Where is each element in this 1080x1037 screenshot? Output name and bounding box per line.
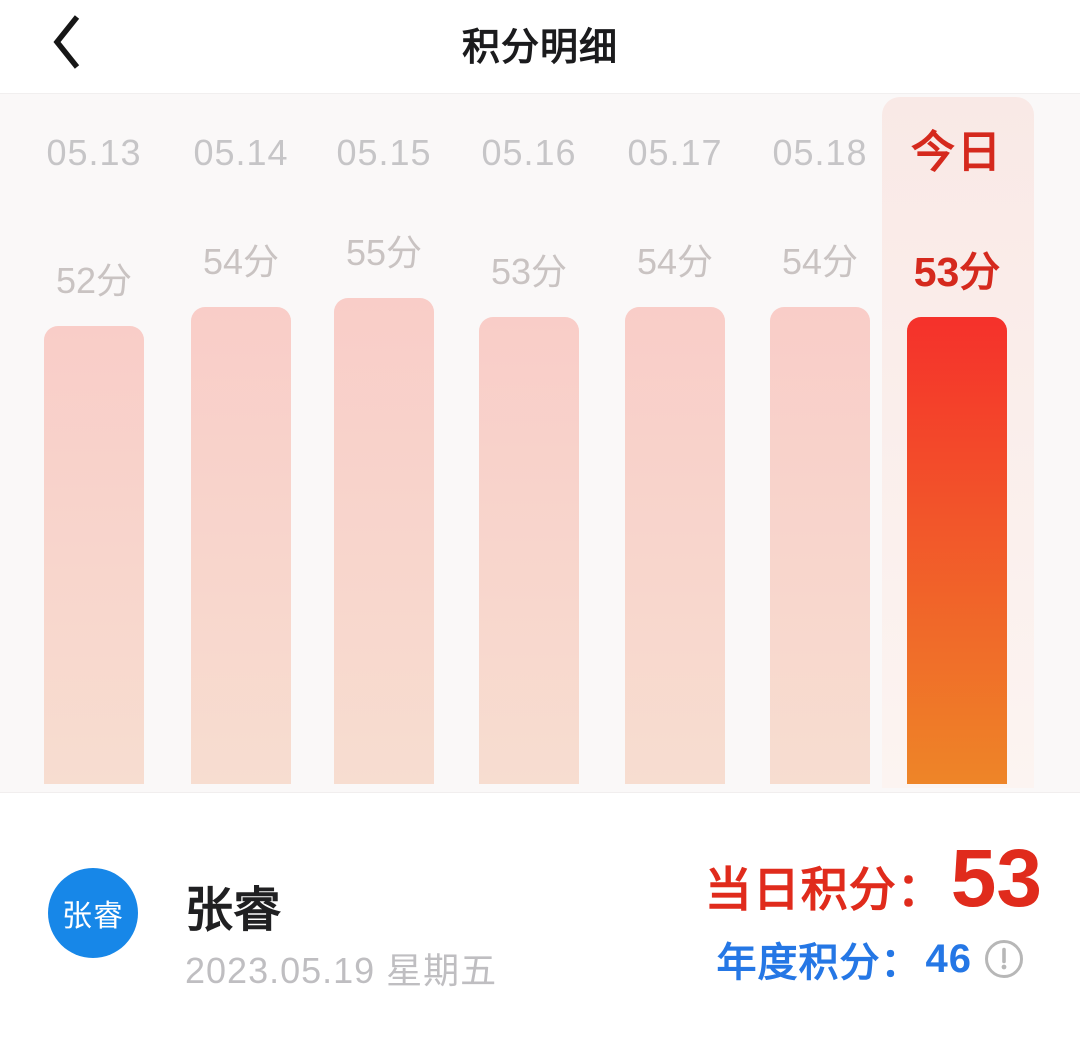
chart-column[interactable]: 05.16 53分 bbox=[479, 94, 579, 792]
bar-date-label: 05.14 bbox=[193, 132, 289, 173]
chart-column[interactable]: 05.18 54分 bbox=[770, 94, 870, 792]
chart-bar bbox=[191, 307, 291, 784]
back-button[interactable] bbox=[34, 6, 98, 78]
chart-column[interactable]: 05.13 52分 bbox=[44, 94, 144, 792]
chart-column[interactable]: 05.17 54分 bbox=[625, 94, 725, 792]
navbar: 积分明细 bbox=[0, 0, 1080, 93]
bar-date-label: 05.17 bbox=[627, 132, 723, 173]
chart-column[interactable]: 05.15 55分 bbox=[334, 94, 434, 792]
bar-value-label: 52分 bbox=[55, 260, 133, 301]
bar-date-label: 05.16 bbox=[481, 132, 577, 173]
daily-points-label: 当日积分： bbox=[704, 863, 945, 916]
chart-bar bbox=[479, 317, 579, 784]
annual-points-label: 年度积分： bbox=[716, 941, 922, 985]
daily-points-value: 53 bbox=[950, 833, 1042, 924]
chart-column[interactable]: 05.14 54分 bbox=[191, 94, 291, 792]
user-summary: 张睿 张睿 2023.05.19 星期五 当日积分： 53 年度积分： 46 bbox=[0, 794, 1080, 1037]
annual-points-info-button[interactable] bbox=[982, 937, 1026, 981]
bar-value-label: 55分 bbox=[345, 232, 423, 273]
bar-date-label: 05.18 bbox=[772, 132, 868, 173]
annual-points: 年度积分： 46 bbox=[717, 930, 1027, 988]
avatar-initials: 张睿 bbox=[62, 900, 124, 933]
bar-date-label: 05.13 bbox=[46, 132, 142, 173]
chevron-left-icon bbox=[53, 15, 80, 69]
points-bar-chart: 05.13 52分 05.14 54分 05.15 55分 05.16 53分 05.17 54分… bbox=[0, 93, 1080, 793]
daily-points: 当日积分： 53 bbox=[705, 832, 1042, 926]
bar-value-label: 53分 bbox=[490, 251, 568, 292]
page-title: 积分明细 bbox=[461, 26, 618, 69]
bar-date-label: 05.15 bbox=[336, 132, 432, 173]
chart-column-today[interactable]: 今日 53分 bbox=[907, 94, 1007, 792]
user-name: 张睿 bbox=[185, 884, 282, 937]
bar-value-label: 54分 bbox=[781, 241, 859, 282]
exclamation-circle-icon bbox=[985, 940, 1023, 978]
chart-bar bbox=[907, 317, 1007, 784]
chart-bar bbox=[770, 307, 870, 784]
bar-value-label: 54分 bbox=[202, 241, 280, 282]
chart-bar bbox=[334, 298, 434, 784]
current-date: 2023.05.19 星期五 bbox=[185, 950, 498, 991]
annual-points-value: 46 bbox=[925, 936, 972, 981]
bar-value-label: 53分 bbox=[913, 249, 1001, 295]
chart-bar bbox=[625, 307, 725, 784]
bar-date-label: 今日 bbox=[911, 128, 1003, 177]
chart-bar bbox=[44, 326, 144, 784]
avatar: 张睿 bbox=[48, 868, 138, 958]
bar-value-label: 54分 bbox=[636, 241, 714, 282]
